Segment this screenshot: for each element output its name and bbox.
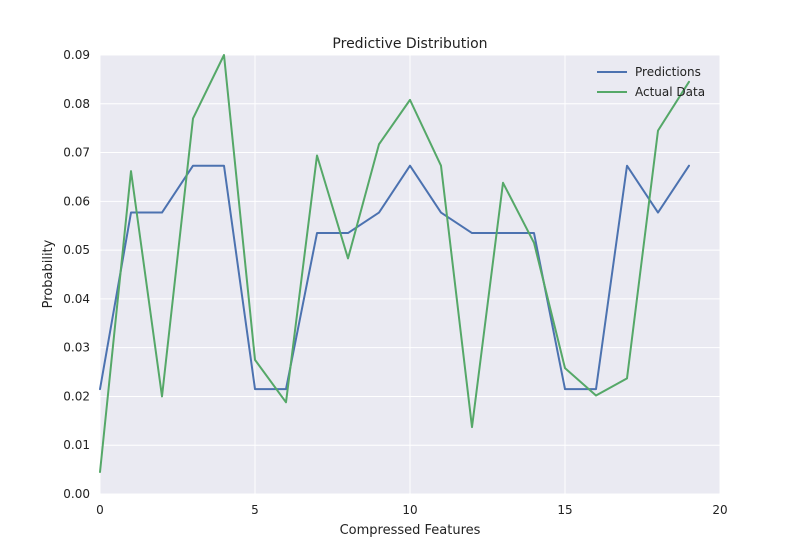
x-tick-label: 20	[712, 503, 727, 517]
legend: Predictions Actual Data	[597, 65, 705, 99]
grid	[99, 54, 721, 495]
y-tick-label: 0.01	[63, 438, 90, 452]
series-lines	[99, 54, 690, 474]
x-tick-label: 0	[96, 503, 104, 517]
legend-label-predictions: Predictions	[635, 65, 701, 79]
tick-labels: 0 5 10 15 20 0.00 0.01 0.02 0.03 0.04 0.05 0.06 0.07…	[63, 48, 727, 517]
y-tick-label: 0.00	[63, 487, 90, 501]
x-tick-label: 15	[557, 503, 572, 517]
y-tick-label: 0.07	[63, 146, 90, 160]
y-tick-label: 0.08	[63, 97, 90, 111]
actual-data-line	[99, 54, 690, 474]
y-tick-label: 0.06	[63, 194, 90, 208]
predictions-line	[99, 164, 690, 391]
legend-label-actual-data: Actual Data	[635, 85, 705, 99]
y-tick-label: 0.02	[63, 389, 90, 403]
y-tick-label: 0.09	[63, 48, 90, 62]
y-tick-label: 0.03	[63, 341, 90, 355]
chart-title: Predictive Distribution	[332, 36, 487, 52]
y-axis-label: Probability	[41, 239, 56, 308]
x-axis-label: Compressed Features	[340, 523, 481, 538]
y-tick-label: 0.04	[63, 292, 90, 306]
x-tick-label: 5	[251, 503, 259, 517]
y-tick-label: 0.05	[63, 243, 90, 257]
x-tick-label: 10	[402, 503, 417, 517]
